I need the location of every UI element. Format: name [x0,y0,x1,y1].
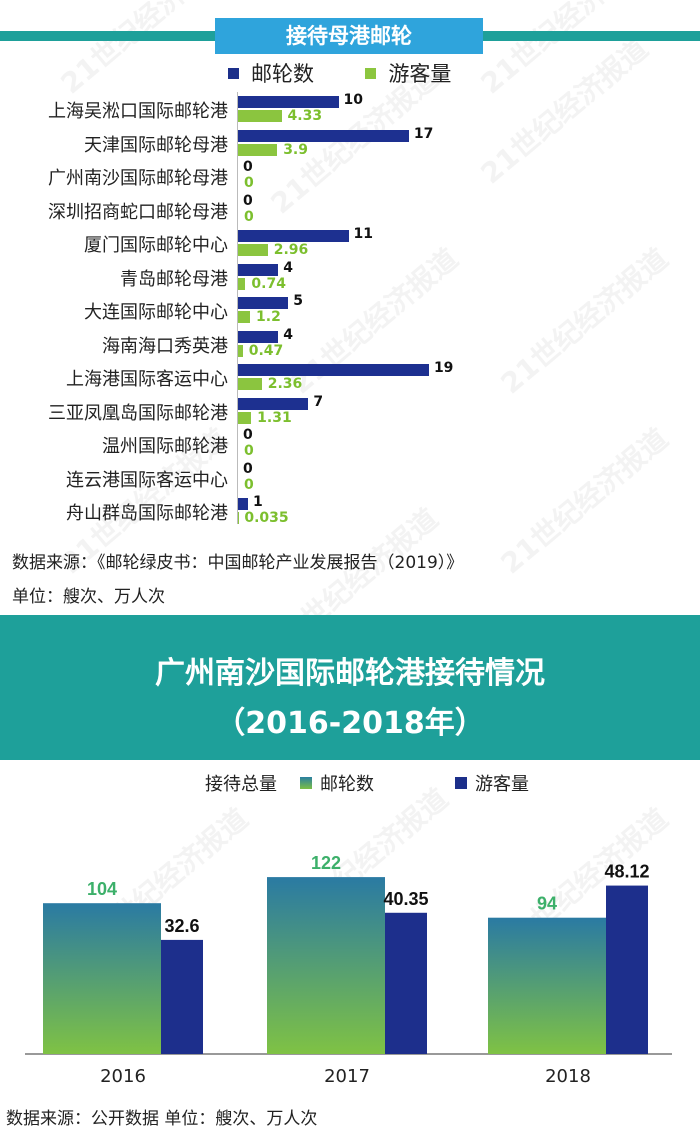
bar-ships [238,129,409,142]
bar-visitors-value: 0 [244,443,254,459]
bar-ships-value: 17 [413,125,434,142]
bar-visitors-value-2018: 48.12 [604,862,649,882]
bar-visitors-value-2017: 40.35 [383,889,428,909]
bottom-source-note: 数据来源：公开数据 单位：艘次、万人次 [6,1109,318,1129]
bar-ships-value: 10 [343,92,363,108]
bottom-chart-title: 广州南沙国际邮轮港接待情况 [155,656,545,691]
bar-visitors-2018 [606,885,648,1054]
top-chart: 上海吴淞口国际邮轮港 10 4.33 天津国际邮轮母港 17 3.9 广州南沙国际邮轮母港 0… [0,0,700,560]
bar-visitors-2016 [161,939,203,1054]
category-label: 广州南沙国际邮轮母港 [48,168,228,189]
bar-visitors-value: 2.36 [267,376,303,392]
bar-visitors [238,344,243,357]
top-chart-title: 接待母港邮轮 [215,18,483,54]
bar-ships-value-2018: 94 [537,894,557,914]
bar-visitors-value: 0.47 [248,342,284,359]
bar-ships-value: 0 [243,159,253,175]
category-label: 上海吴淞口国际邮轮港 [48,101,228,122]
bar-visitors-value: 4.33 [287,108,323,124]
bar-visitors-value: 3.9 [283,141,308,158]
bar-ships [238,330,279,343]
bar-ships-2017 [267,877,385,1054]
bar-ships-value: 0 [243,192,253,209]
bottom-chart-subtitle: （2016-2018年） [215,706,485,741]
category-label: 温州国际邮轮港 [102,436,228,457]
bottom-chart: 104 32.6 122 40.35 94 48.12 [25,853,672,1055]
bar-visitors [238,411,252,424]
top-legend: 邮轮数 游客量 [228,58,451,88]
top-unit-note: 单位：艘次、万人次 [12,587,165,607]
bar-visitors [238,277,246,290]
bar-visitors-value: 1.2 [256,309,281,325]
category-label: 青岛邮轮母港 [120,268,228,290]
bar-ships-value: 4 [283,259,293,276]
legend-visitors-label-2: 游客量 [475,774,529,795]
bar-visitors-value: 1.31 [257,409,292,426]
bottom-title-band [0,615,700,760]
category-label: 上海港国际客运中心 [66,369,228,390]
x-tick-label: 2018 [545,1066,591,1087]
category-label: 舟山群岛国际邮轮港 [66,503,228,524]
bar-visitors [238,110,282,122]
bar-ships [238,263,279,276]
bar-ships-value-2017: 122 [311,853,341,873]
bar-visitors-value: 0.74 [251,275,286,292]
bar-ships [238,397,309,410]
legend-swatch-visitors-navy [455,777,467,789]
bar-ships [238,96,339,108]
category-label: 连云港国际客运中心 [66,469,228,491]
legend-ships-label: 邮轮数 [251,62,314,86]
bar-ships [238,297,289,309]
category-label: 三亚凤凰岛国际邮轮港 [48,402,228,424]
bar-ships [238,364,429,376]
legend-total-label: 接待总量 [205,774,277,795]
bar-ships [238,498,249,510]
bar-visitors [238,143,278,156]
category-label: 大连国际邮轮中心 [84,302,228,323]
bar-ships-2018 [488,917,606,1054]
bar-ships-value: 11 [353,226,374,242]
bar-ships-2016 [43,903,161,1054]
x-tick-label: 2017 [324,1066,370,1087]
bar-visitors-value-2016: 32.6 [164,916,199,936]
legend-ships-item: 邮轮数 [300,770,374,796]
bar-visitors [238,244,268,256]
bar-visitors [238,378,262,390]
bar-ships-value: 5 [293,293,303,309]
bar-ships-value: 7 [313,393,324,410]
bar-visitors-2017 [385,912,427,1054]
top-source-note: 数据来源：《邮轮绿皮书：中国邮轮产业发展报告（2019）》 [12,553,464,573]
legend-swatch-ships [228,68,239,79]
top-chart-axis [237,92,238,524]
bar-ships-value-2016: 104 [87,879,117,899]
bar-ships-value: 0 [243,427,253,443]
bar-visitors-value: 0 [244,208,254,225]
bar-visitors [238,311,251,323]
bar-ships-value: 19 [433,360,454,376]
legend-visitors-label: 游客量 [388,62,452,86]
legend-swatch-visitors [365,68,377,79]
bar-ships-value: 0 [243,460,253,477]
category-label: 厦门国际邮轮中心 [84,235,228,256]
category-label: 海南海口秀英港 [102,335,228,357]
bar-visitors-value: 2.96 [273,242,309,258]
bar-ships [238,230,349,242]
category-label: 天津国际邮轮母港 [84,134,228,156]
bar-ships-value: 1 [253,494,263,510]
bar-visitors-value: 0 [244,476,254,493]
bar-ships-value: 4 [283,326,293,343]
bar-visitors-value: 0 [244,175,254,191]
x-tick-label: 2016 [100,1066,146,1087]
category-label: 深圳招商蛇口邮轮母港 [48,201,228,223]
legend-swatch-ships-gradient [300,777,312,789]
legend-visitors-item: 游客量 [455,770,529,796]
bar-visitors-value: 0.035 [244,510,289,526]
legend-ships-label-2: 邮轮数 [320,774,374,795]
